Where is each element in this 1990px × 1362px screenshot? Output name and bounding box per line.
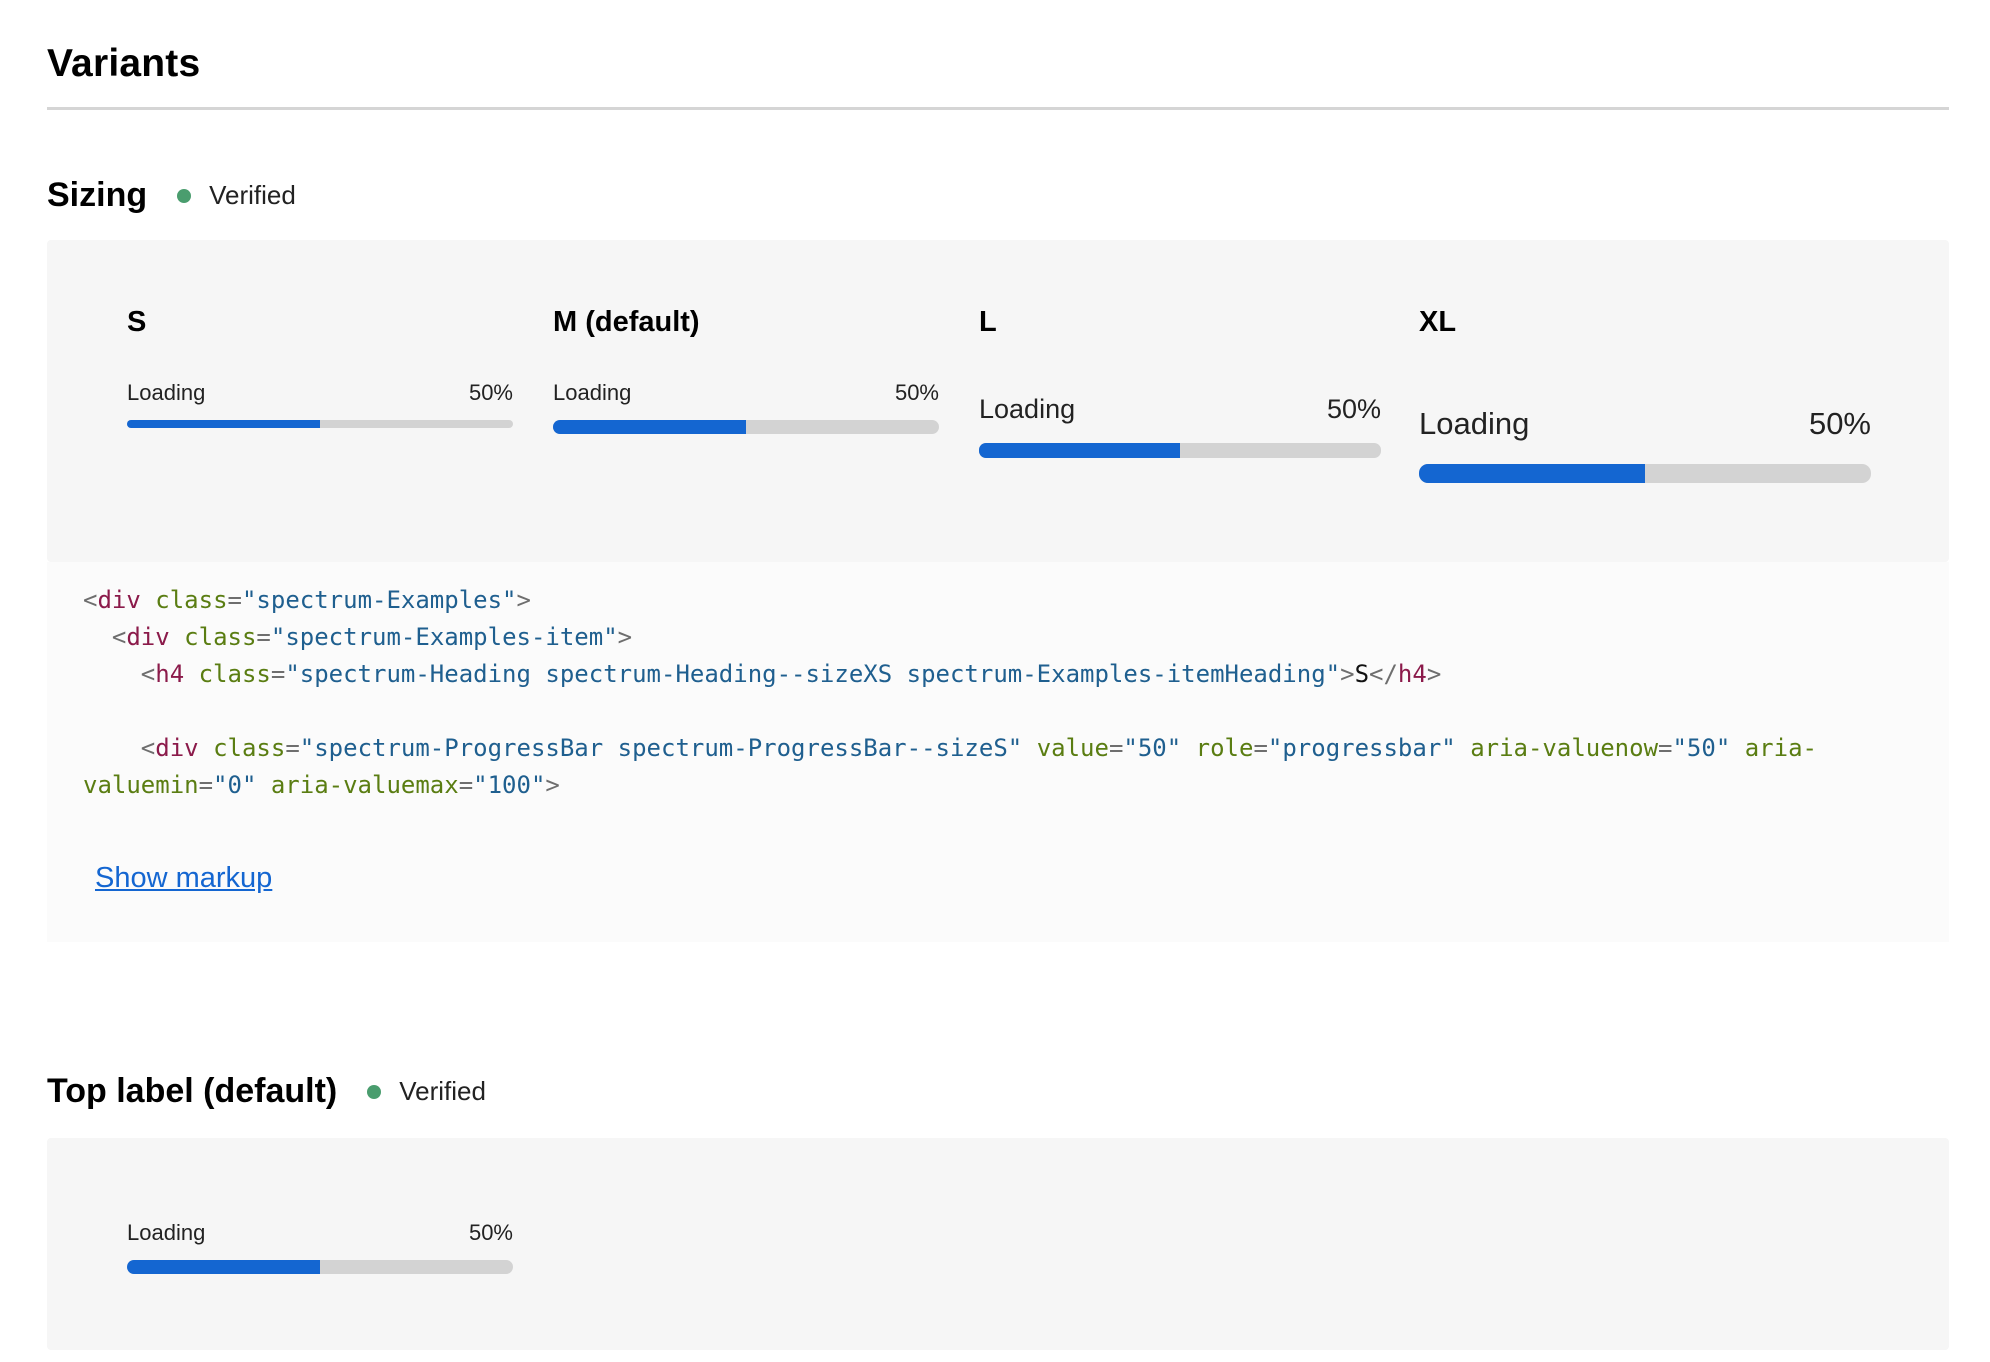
top-label-example-box: Loading 50% [47, 1138, 1949, 1350]
code-attr: aria-valuenow [1470, 734, 1659, 762]
code-token: > [1426, 660, 1442, 688]
example-item-xl: XL [1419, 306, 1871, 339]
code-indent [83, 660, 141, 688]
example-item-m: M (default) [553, 306, 939, 339]
code-token: </ [1369, 660, 1398, 688]
sizing-example-box: S Loading 50% M (default) Loading 50% L … [47, 240, 1949, 562]
item-heading: L [979, 306, 997, 338]
code-token: < [83, 586, 98, 614]
code-tag: h4 [1397, 660, 1427, 688]
top-label-section-title: Top label (default) [47, 1072, 338, 1110]
progress-label: Loading [979, 394, 1076, 424]
code-text: S [1354, 660, 1370, 688]
code-value: "100" [473, 771, 546, 799]
progress-bar-xl: Loading 50% [1419, 406, 1871, 483]
progress-label: Loading [553, 380, 632, 405]
code-space [184, 660, 198, 688]
progress-label: Loading [1419, 406, 1530, 441]
code-token: = [227, 586, 242, 614]
progress-bar-top-label: Loading 50% [127, 1220, 513, 1274]
code-attr: aria-valuemax [270, 771, 459, 799]
progress-label: Loading [127, 1220, 206, 1245]
progress-value: 50% [468, 380, 513, 405]
code-token: > [516, 586, 531, 614]
code-tag: h4 [155, 660, 185, 688]
example-item-s: S [127, 306, 513, 339]
progress-fill [127, 1260, 320, 1274]
code-token: > [1340, 660, 1355, 688]
code-block: <div class="spectrum-Examples"> <div cla… [83, 586, 1817, 799]
code-markup-box: <div class="spectrum-Examples"> <div cla… [47, 562, 1949, 942]
sizing-status: Verified [177, 180, 296, 211]
title-divider [47, 107, 1949, 110]
code-attr: role [1195, 734, 1254, 762]
code-value: "spectrum-Examples" [241, 586, 517, 614]
top-label-section-header: Top label (default) Verified [47, 1072, 486, 1111]
code-space [170, 623, 184, 651]
progress-value: 50% [894, 380, 939, 405]
code-attr: class [184, 623, 257, 651]
progress-bar-m: Loading 50% [553, 380, 939, 434]
example-item-l: L [979, 306, 1381, 339]
code-value: "spectrum-Heading spectrum-Heading--size… [285, 660, 1341, 688]
progress-bar-l: Loading 50% [979, 394, 1381, 458]
progress-fill [1419, 464, 1645, 483]
code-value: "spectrum-ProgressBar spectrum-ProgressB… [299, 734, 1023, 762]
code-attr: aria-valuemin [83, 734, 1817, 799]
code-value: "progressbar" [1267, 734, 1456, 762]
status-dot-icon [367, 1084, 382, 1099]
progress-value: 50% [468, 1220, 513, 1245]
progress-bar-s: Loading 50% [127, 380, 513, 428]
sizing-section-header: Sizing Verified [47, 176, 296, 215]
code-token: = [270, 660, 286, 688]
progress-track [127, 420, 513, 428]
progress-track [1419, 464, 1871, 483]
code-token: > [545, 771, 560, 799]
status-label: Verified [399, 1076, 486, 1106]
item-heading: S [127, 306, 147, 338]
code-attr: class [213, 734, 286, 762]
code-attr: class [155, 586, 228, 614]
code-indent [83, 623, 112, 651]
code-value: "50" [1672, 734, 1731, 762]
code-value: "0" [213, 771, 257, 799]
progress-fill [979, 443, 1180, 458]
progress-track [553, 420, 939, 434]
show-markup-link[interactable]: Show markup [95, 862, 273, 894]
code-token: > [617, 623, 633, 651]
code-token: < [111, 623, 127, 651]
code-tag: div [97, 586, 141, 614]
progress-track [127, 1260, 513, 1274]
code-indent [83, 734, 141, 762]
code-value: "50" [1123, 734, 1182, 762]
code-token: < [140, 660, 156, 688]
status-label: Verified [209, 180, 296, 210]
progress-track [979, 443, 1381, 458]
item-heading: XL [1419, 306, 1457, 338]
code-tag: div [155, 734, 199, 762]
progress-fill [553, 420, 746, 434]
status-dot-icon [177, 188, 192, 203]
code-tag: div [126, 623, 170, 651]
code-token: = [256, 623, 271, 651]
code-space [141, 586, 155, 614]
progress-fill [127, 420, 320, 428]
top-label-status: Verified [367, 1076, 486, 1107]
code-value: "spectrum-Examples-item" [270, 623, 618, 651]
code-attr: value [1036, 734, 1109, 762]
sizing-section-title: Sizing [47, 176, 148, 214]
item-heading: M (default) [553, 306, 700, 338]
progress-value: 50% [1808, 406, 1871, 441]
code-attr: class [198, 660, 271, 688]
progress-value: 50% [1326, 394, 1381, 424]
progress-label: Loading [127, 380, 206, 405]
code-token: < [140, 734, 156, 762]
page-title: Variants [47, 42, 201, 85]
